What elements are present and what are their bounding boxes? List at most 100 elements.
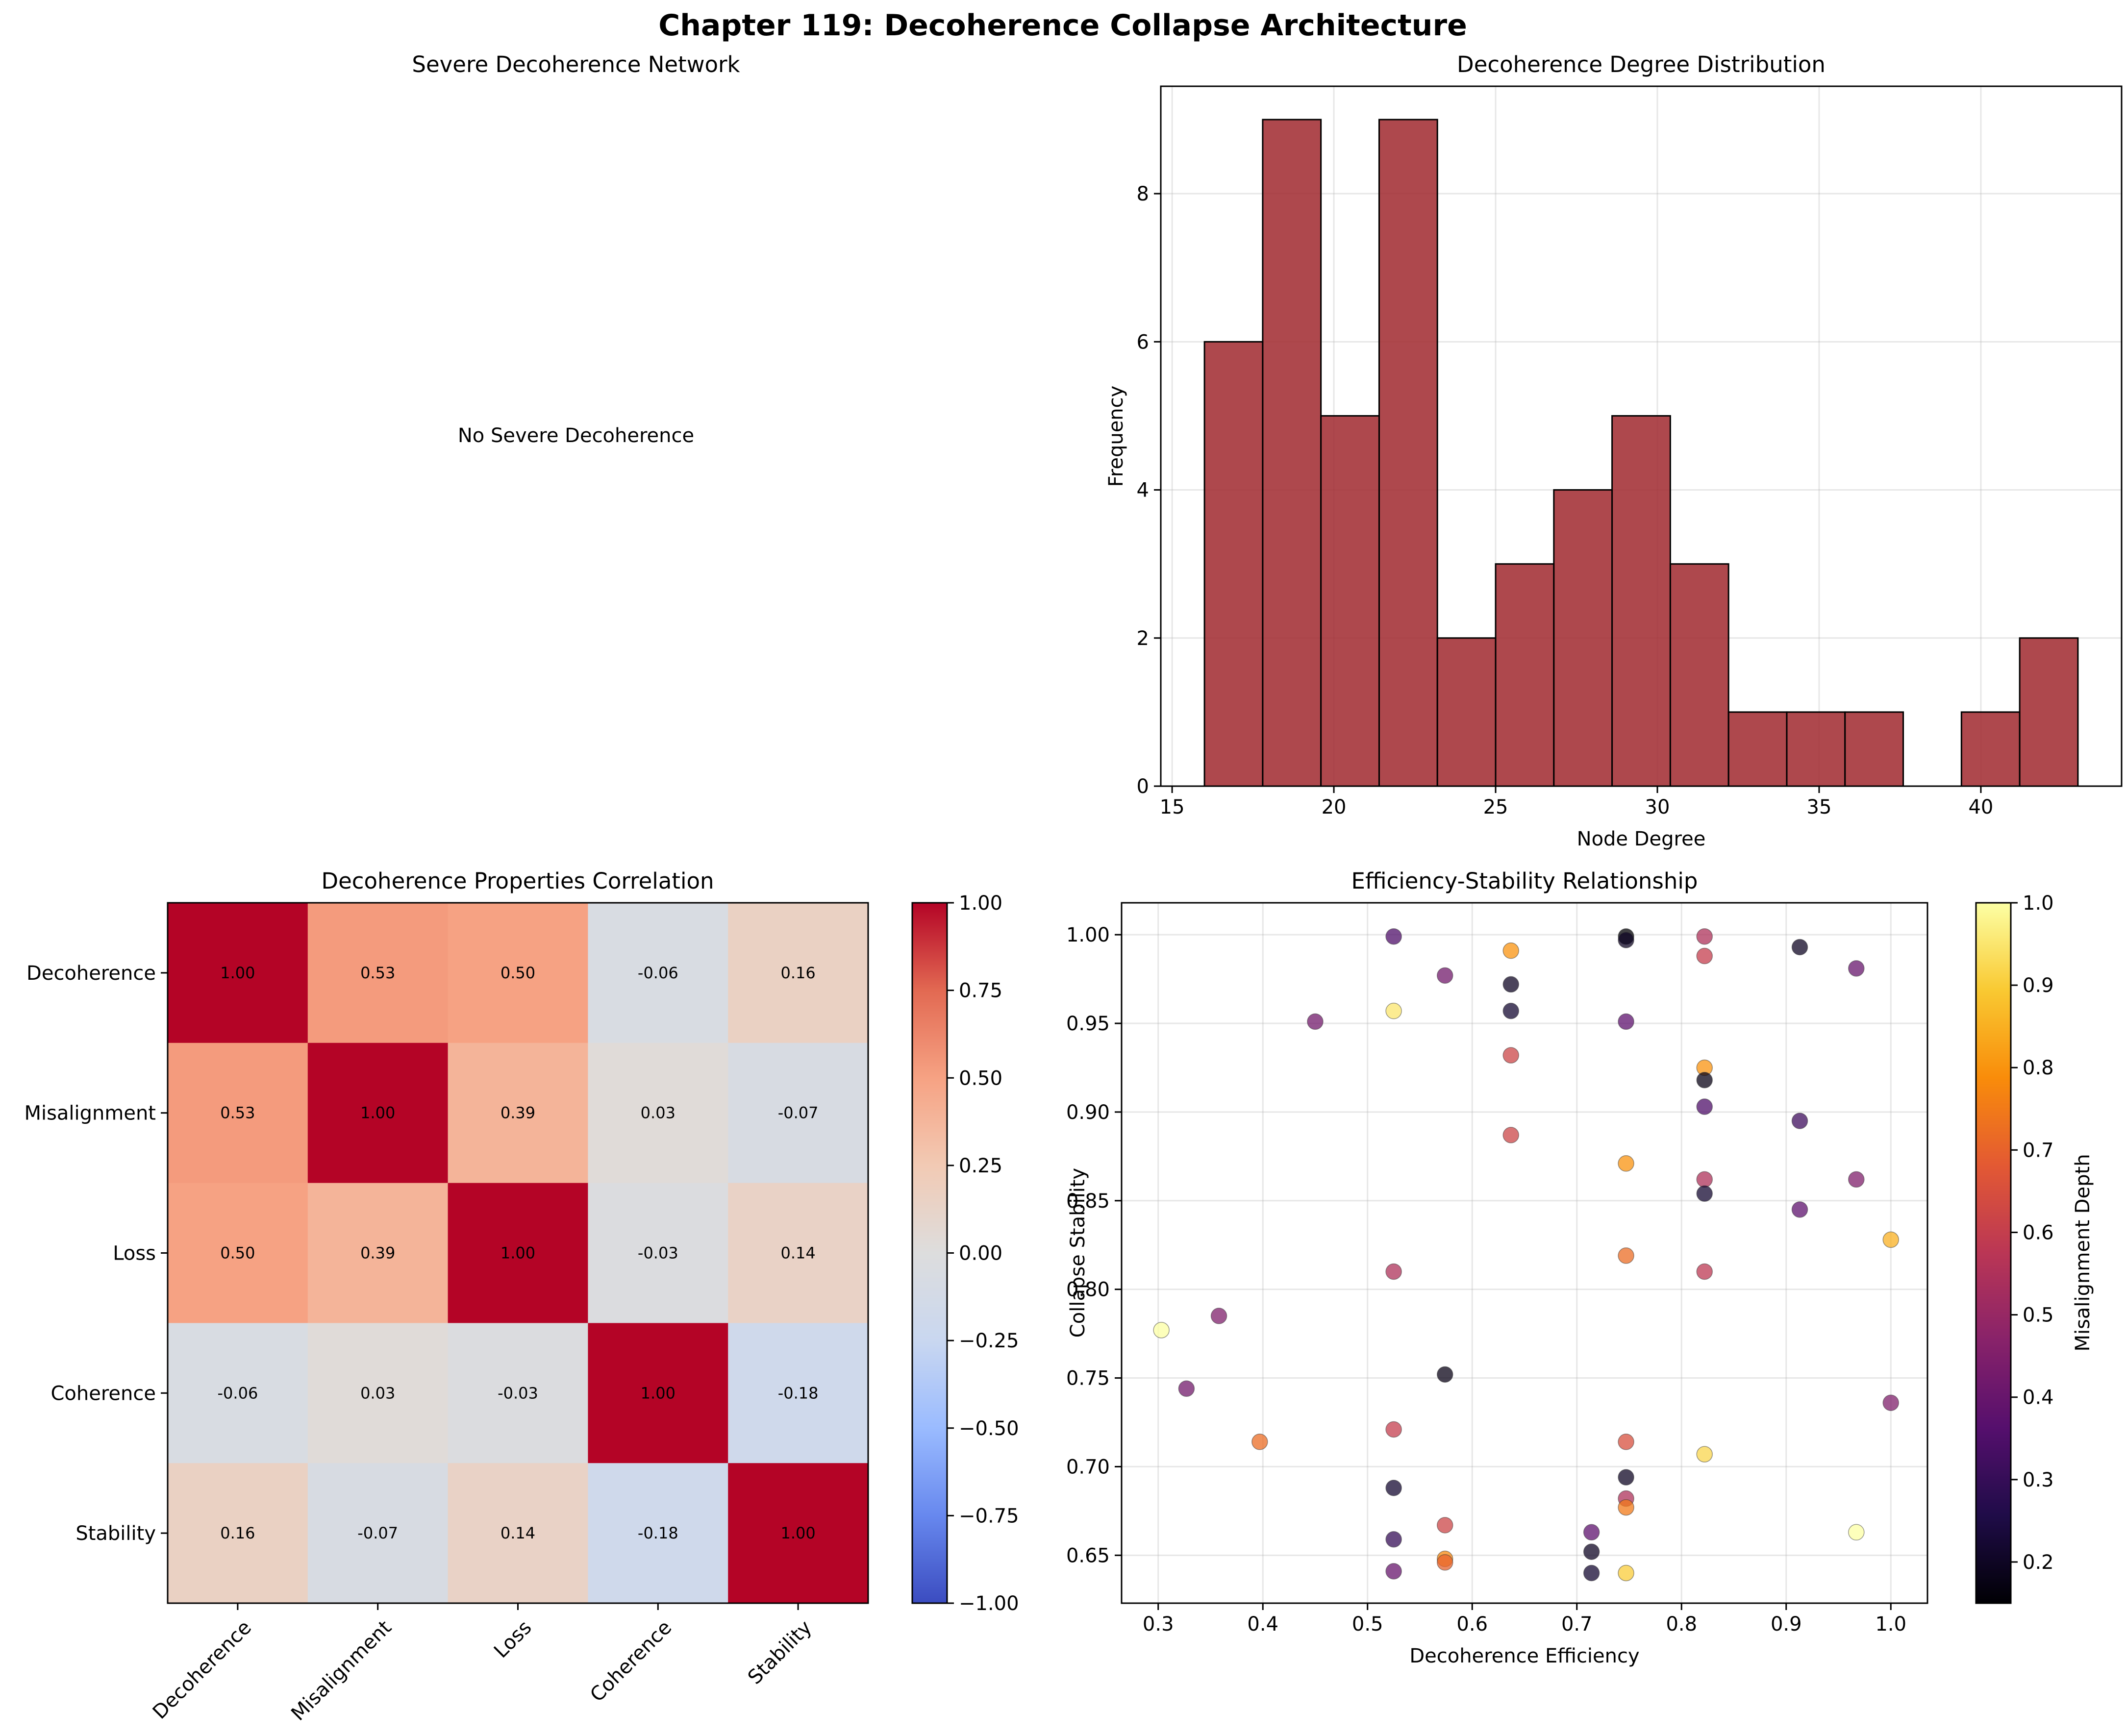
heatmap-cell xyxy=(728,1323,869,1463)
heatmap-cell-label: -0.06 xyxy=(218,1384,258,1402)
heatmap-cell-label: 0.03 xyxy=(360,1384,395,1402)
scatter-xtick-label: 0.8 xyxy=(1666,1613,1697,1636)
scatter-point xyxy=(1696,1446,1713,1463)
scatter-frame xyxy=(1121,902,1928,1604)
heatmap-cell-label: 0.53 xyxy=(220,1104,255,1122)
scatter-point xyxy=(1502,1002,1519,1019)
heatmap-cell-label: -0.18 xyxy=(638,1524,678,1542)
scatter-point xyxy=(1696,1072,1713,1089)
scatter-ytick-label: 0.85 xyxy=(1066,1190,1110,1213)
scatter-point xyxy=(1583,1543,1600,1560)
heatmap-cell xyxy=(588,903,728,1043)
histogram-bar xyxy=(1495,563,1555,787)
heatmap-cell xyxy=(307,1183,449,1323)
scatter-point xyxy=(1583,1564,1600,1582)
heatmap-colorbar xyxy=(911,902,948,1604)
heatmap-cell-label: -0.03 xyxy=(638,1244,678,1263)
histogram-bar xyxy=(2019,637,2079,787)
scatter-point xyxy=(1848,1524,1865,1541)
heatmap-cell-label: 0.03 xyxy=(641,1104,675,1122)
heatmap-cell-label: 0.14 xyxy=(780,1244,815,1263)
network-empty-message: No Severe Decoherence xyxy=(458,424,694,447)
figure-title: Chapter 119: Decoherence Collapse Archit… xyxy=(658,8,1467,43)
heatmap-colorbar-tick-label: −1.00 xyxy=(959,1592,1019,1615)
scatter-point xyxy=(1791,1201,1808,1218)
scatter-point xyxy=(1696,947,1713,965)
scatter-point xyxy=(1583,1524,1600,1541)
histogram-bar xyxy=(1669,563,1729,787)
histogram-xtick-label: 25 xyxy=(1483,796,1508,818)
heatmap-cell xyxy=(168,1323,308,1463)
histogram-bar xyxy=(1844,711,1904,787)
scatter-point xyxy=(1251,1434,1268,1450)
heatmap-cell-label: 1.00 xyxy=(220,964,255,982)
heatmap-cell xyxy=(448,1042,588,1184)
heatmap-cell xyxy=(588,1042,728,1184)
scatter-points xyxy=(1153,928,1900,1582)
heatmap-cell-label: 0.50 xyxy=(220,1244,255,1263)
histogram-bar xyxy=(1727,711,1788,787)
scatter-point xyxy=(1618,932,1634,948)
heatmap-cell xyxy=(588,1323,728,1463)
network-title: Severe Decoherence Network xyxy=(412,51,740,77)
scatter-colorbar-label: Misalignment Depth xyxy=(2072,1154,2094,1351)
scatter-point xyxy=(1848,960,1865,977)
scatter-title: Efficiency-Stability Relationship xyxy=(1351,868,1698,894)
scatter-point xyxy=(1502,976,1519,993)
heatmap-cell-label: -0.06 xyxy=(638,964,678,982)
heatmap-cell xyxy=(588,1463,728,1604)
scatter-xtick-label: 0.3 xyxy=(1143,1613,1174,1636)
heatmap-row-label: Misalignment xyxy=(24,1102,156,1125)
scatter-point xyxy=(1153,1322,1170,1339)
heatmap-cell-label: 1.00 xyxy=(641,1384,675,1402)
heatmap-cell-label: 0.39 xyxy=(360,1244,395,1263)
histogram-ytick-label: 6 xyxy=(1137,331,1149,353)
histogram-xtick-label: 20 xyxy=(1322,796,1347,818)
heatmap-colorbar-tick-label: −0.50 xyxy=(959,1417,1019,1440)
heatmap-cell xyxy=(168,1463,308,1604)
scatter-point xyxy=(1618,1434,1634,1450)
heatmap-title: Decoherence Properties Correlation xyxy=(321,868,714,894)
scatter-point xyxy=(1385,1480,1402,1496)
heatmap-cell-label: 1.00 xyxy=(780,1524,815,1542)
scatter-point xyxy=(1618,1013,1634,1030)
scatter-panel: 0.3 0.4 0.5 0.6 0.7 0.8 0.9 1.00.650.700.750.80… xyxy=(1066,868,2094,1667)
histogram-bar xyxy=(1553,489,1613,787)
histogram-bar xyxy=(1960,711,2021,787)
scatter-ticks: 0.3 0.4 0.5 0.6 0.7 0.8 0.9 1.0 0.65 0.70 0.75 0.80… xyxy=(1066,924,1906,1636)
heatmap-cell xyxy=(168,1183,308,1323)
heatmap-cell xyxy=(307,1323,449,1463)
heatmap-cell-label: 1.00 xyxy=(360,1104,395,1122)
scatter-ytick-label: 0.80 xyxy=(1066,1279,1110,1301)
scatter-colorbar-tick-label: 0.8 xyxy=(2023,1057,2054,1079)
heatmap-row-label: Decoherence xyxy=(26,962,156,985)
heatmap-cell xyxy=(168,903,308,1043)
scatter-point xyxy=(1385,928,1402,945)
scatter-point xyxy=(1210,1308,1227,1324)
histogram-ytick-label: 8 xyxy=(1137,183,1149,205)
heatmap-cell xyxy=(448,1463,588,1604)
heatmap-cell xyxy=(448,1323,588,1463)
heatmap-cell xyxy=(307,1463,449,1604)
heatmap-cell xyxy=(307,903,449,1043)
histogram-bar xyxy=(1786,711,1846,787)
scatter-colorbar-tick-label: 0.9 xyxy=(2023,974,2054,997)
scatter-ytick-label: 0.95 xyxy=(1066,1013,1110,1035)
scatter-point xyxy=(1696,1185,1713,1202)
heatmap-panel: 1.00 0.53 0.50 -0.06 0.16 0.53 1.00 0.39 0.03 -0.… xyxy=(24,868,1019,1725)
scatter-colorbar-ticks: 1.0 0.9 0.8 0.7 0.6 0.5 0.4 0.3 0.2 xyxy=(2011,892,2054,1574)
scatter-point xyxy=(1502,942,1519,959)
scatter-point xyxy=(1696,928,1713,945)
histogram-xtick-label: 15 xyxy=(1160,796,1185,818)
heatmap-cell-label: 0.53 xyxy=(360,964,395,982)
heatmap-cell xyxy=(728,1183,869,1323)
scatter-point xyxy=(1436,1554,1453,1571)
scatter-point xyxy=(1436,967,1453,984)
scatter-point xyxy=(1618,1247,1634,1264)
scatter-point xyxy=(1385,1421,1402,1438)
scatter-point xyxy=(1696,1171,1713,1188)
heatmap-cell-label: 0.50 xyxy=(500,964,535,982)
histogram-ytick-label: 2 xyxy=(1137,627,1149,650)
heatmap-cell-label: -0.18 xyxy=(778,1384,819,1402)
